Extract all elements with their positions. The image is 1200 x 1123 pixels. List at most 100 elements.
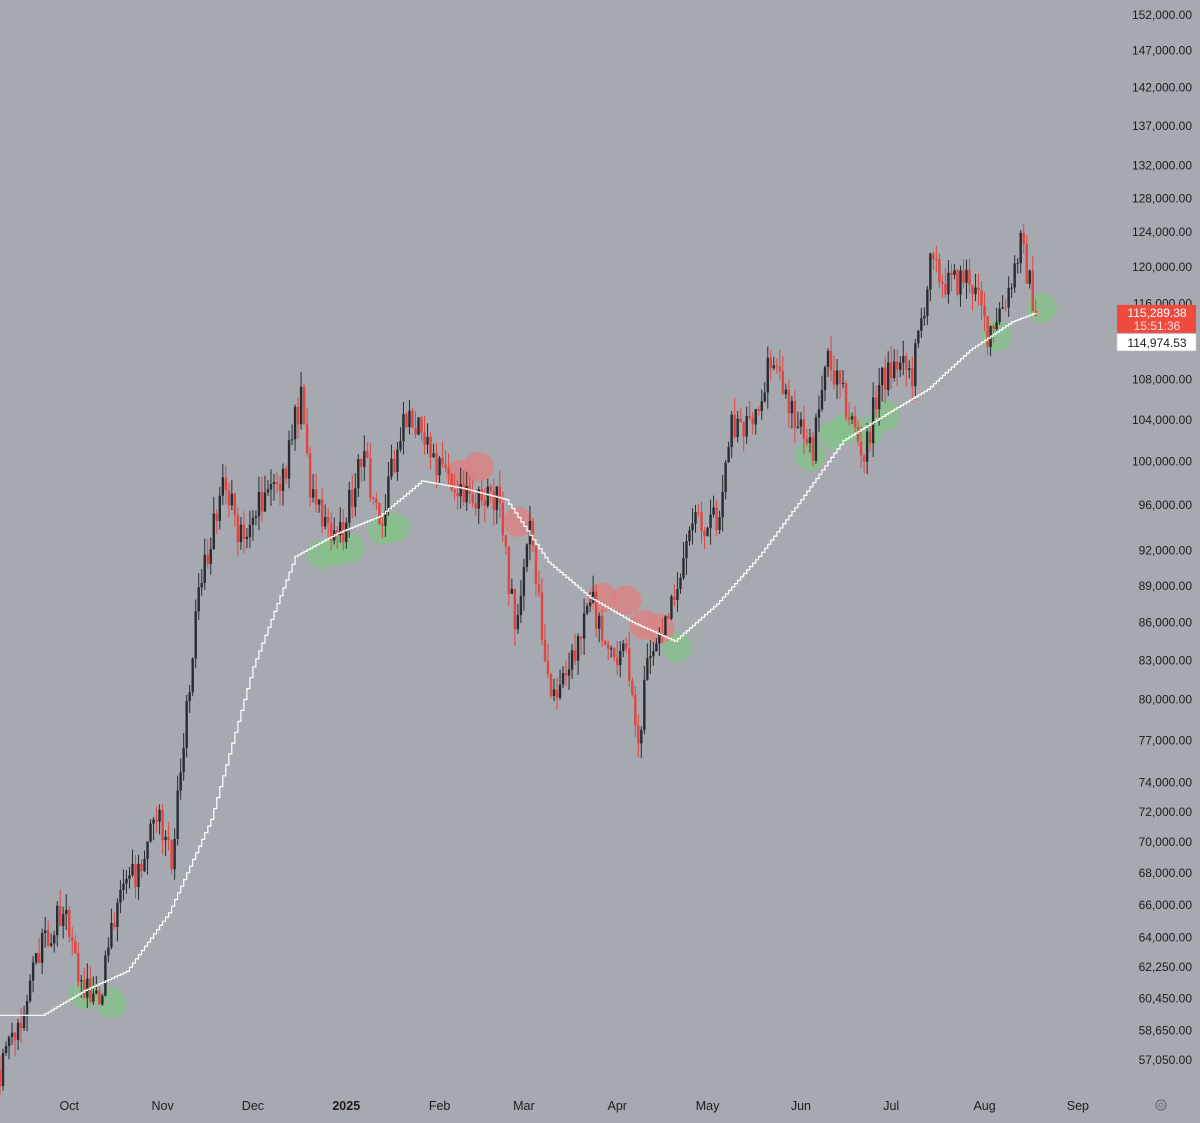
- candle-body: [757, 409, 760, 411]
- candle: [573, 633, 577, 666]
- candle: [227, 482, 231, 518]
- candle-body: [920, 318, 923, 331]
- candle-body: [182, 747, 185, 773]
- candle: [579, 636, 583, 656]
- gear-icon[interactable]: [1155, 1099, 1167, 1111]
- time-tick-label: Oct: [60, 1099, 80, 1113]
- candle: [658, 627, 661, 657]
- green-support-marker: [1026, 292, 1057, 323]
- candle: [959, 265, 962, 307]
- candle-body: [501, 503, 505, 536]
- candle-body: [643, 679, 646, 730]
- candle-body: [941, 281, 944, 284]
- candle-body: [206, 554, 209, 564]
- candle-body: [408, 410, 411, 428]
- candle-body: [326, 516, 330, 523]
- candle-body: [477, 489, 480, 509]
- candle: [932, 251, 935, 270]
- price-tick-label: 147,000.00: [1132, 44, 1192, 58]
- candle: [384, 494, 387, 538]
- candle: [417, 417, 420, 436]
- candle: [369, 442, 372, 502]
- candle-body: [504, 535, 508, 547]
- candle: [492, 478, 495, 527]
- candle-body: [784, 389, 788, 395]
- candle-body: [718, 517, 721, 531]
- price-tick-label: 137,000.00: [1132, 119, 1192, 133]
- time-tick-label: 2025: [332, 1099, 360, 1113]
- candle-body: [83, 980, 86, 998]
- candle-body: [576, 636, 580, 661]
- candle-body: [354, 488, 357, 508]
- candle-body: [805, 438, 809, 444]
- candle-body: [25, 1001, 29, 1015]
- candle: [926, 285, 929, 326]
- candle-body: [597, 615, 601, 629]
- candle: [817, 395, 821, 432]
- candle-body: [619, 650, 622, 666]
- candle: [884, 356, 887, 404]
- candle-body: [567, 669, 571, 676]
- candle-body: [98, 990, 101, 1005]
- candle-body: [896, 361, 899, 370]
- candle: [360, 458, 363, 482]
- candle-body: [432, 453, 435, 458]
- candle-body: [363, 451, 366, 467]
- candle-body: [128, 875, 131, 879]
- candle-body: [92, 993, 95, 1002]
- candle-body: [926, 289, 929, 317]
- candle-body: [787, 389, 791, 414]
- time-axis[interactable]: Oct Nov Dec 2025 Feb Mar Apr May Jun Jul Aug Sep: [60, 1099, 1090, 1113]
- price-axis[interactable]: 152,000.00 147,000.00 142,000.00 137,000.00…: [1132, 8, 1192, 1067]
- candle: [802, 405, 806, 455]
- candle-body: [884, 367, 887, 390]
- candle-body: [251, 517, 255, 525]
- candle: [393, 449, 396, 474]
- candle: [546, 644, 550, 678]
- candle: [748, 400, 751, 421]
- candle: [128, 867, 131, 889]
- candle-body: [594, 591, 598, 629]
- candle: [847, 402, 851, 426]
- candle: [302, 384, 306, 425]
- candle-body: [929, 253, 932, 290]
- candle: [465, 471, 468, 511]
- candle-body: [769, 357, 772, 369]
- candle: [504, 534, 508, 555]
- candle-body: [1004, 307, 1007, 309]
- candle: [257, 476, 261, 531]
- candle: [691, 508, 694, 545]
- candle-body: [224, 477, 228, 491]
- candle-body: [417, 417, 420, 435]
- candle-body: [393, 458, 396, 473]
- candle-body: [86, 978, 89, 998]
- candle-body: [34, 953, 38, 963]
- candle: [146, 841, 149, 875]
- candle-body: [549, 673, 553, 696]
- candle: [266, 479, 270, 497]
- candle: [77, 942, 80, 987]
- candle: [278, 475, 282, 506]
- candle-body: [546, 660, 550, 674]
- candle: [868, 426, 872, 452]
- candle: [582, 598, 586, 656]
- candle-body: [610, 648, 613, 650]
- candle: [28, 974, 32, 1003]
- price-tick-label: 58,650.00: [1139, 1024, 1193, 1038]
- green-support-marker: [662, 632, 693, 663]
- candle: [56, 901, 59, 947]
- candle-body: [832, 370, 836, 385]
- candle-body: [564, 673, 568, 676]
- candle: [594, 584, 598, 638]
- candle-body: [947, 272, 950, 295]
- price-tick-label: 66,000.00: [1139, 898, 1193, 912]
- candle: [10, 1022, 14, 1045]
- candle: [585, 603, 589, 616]
- candle-body: [588, 602, 592, 606]
- candle: [137, 854, 140, 900]
- candle-body: [266, 489, 270, 493]
- candle-body: [923, 316, 926, 319]
